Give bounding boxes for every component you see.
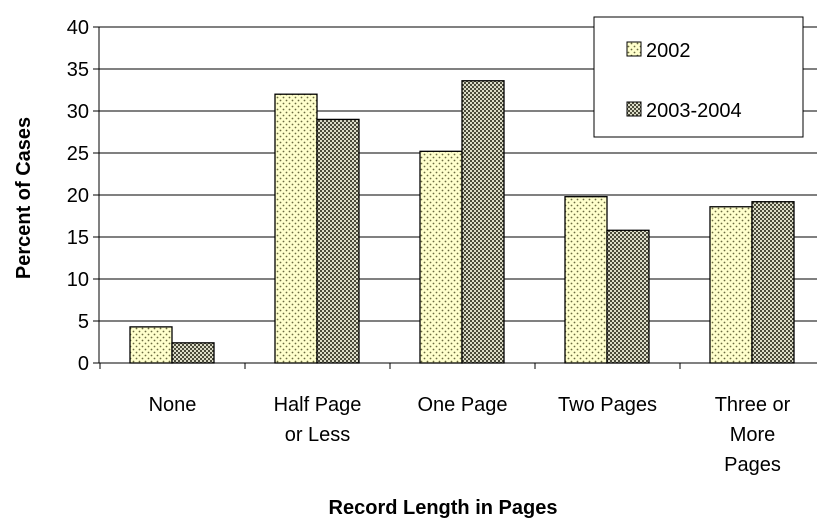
legend-box bbox=[593, 16, 804, 138]
x-tick-label-1-0: Half Page bbox=[274, 394, 362, 416]
bar-2002-3 bbox=[564, 196, 608, 364]
bars bbox=[129, 80, 795, 364]
bar-2002-2 bbox=[419, 150, 463, 364]
x-tick-label-0-0: None bbox=[149, 394, 197, 416]
y-tick-label-35: 35 bbox=[67, 59, 89, 81]
x-tick-label-4-0: Three or bbox=[715, 394, 791, 416]
bar-2003-2004-0 bbox=[171, 342, 215, 364]
bar-2002-0 bbox=[129, 326, 173, 364]
legend-label-2002: 2002 bbox=[646, 40, 691, 62]
x-tick-label-4-2: Pages bbox=[724, 454, 781, 476]
bar-2003-2004-3 bbox=[606, 229, 650, 364]
y-tick-label-0: 0 bbox=[78, 353, 89, 375]
x-tick-labels: None Half Page or Less One Page Two Pages Thr… bbox=[149, 394, 791, 476]
y-tick-label-15: 15 bbox=[67, 227, 89, 249]
x-tick-label-2-0: One Page bbox=[417, 394, 507, 416]
y-tick-label-30: 30 bbox=[67, 101, 89, 123]
bar-2003-2004-1 bbox=[316, 118, 360, 364]
bar-2003-2004-2 bbox=[461, 80, 505, 364]
x-tick-label-4-1: More bbox=[730, 424, 776, 446]
y-tick-label-40: 40 bbox=[67, 17, 89, 39]
legend-swatch-2003-2004 bbox=[626, 101, 642, 117]
y-tick-label-10: 10 bbox=[67, 269, 89, 291]
axes bbox=[93, 26, 817, 369]
x-tick-label-3-0: Two Pages bbox=[558, 394, 657, 416]
y-tick-label-25: 25 bbox=[67, 143, 89, 165]
y-tick-labels: 0 5 10 15 20 25 30 35 40 bbox=[67, 17, 89, 375]
bar-2003-2004-4 bbox=[751, 201, 795, 364]
y-tick-label-5: 5 bbox=[78, 311, 89, 333]
legend: 2002 2003-2004 bbox=[593, 16, 804, 138]
legend-label-2003-2004: 2003-2004 bbox=[646, 100, 742, 122]
y-axis-title: Percent of Cases bbox=[13, 117, 35, 279]
x-tick-label-1-1: or Less bbox=[285, 424, 351, 446]
bar-2002-4 bbox=[709, 206, 753, 364]
bar-2002-1 bbox=[274, 93, 318, 364]
legend-swatch-2002 bbox=[626, 41, 642, 57]
x-axis-title: Record Length in Pages bbox=[329, 497, 558, 519]
y-tick-label-20: 20 bbox=[67, 185, 89, 207]
